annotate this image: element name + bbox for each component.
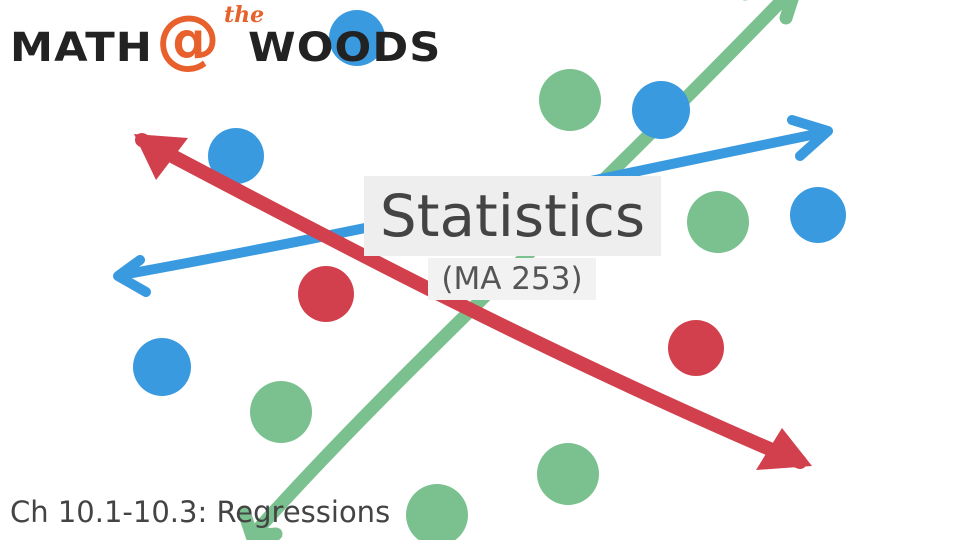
red-data-points: [298, 266, 724, 376]
green-point: [406, 484, 468, 540]
logo-woods-text: WOODS: [248, 25, 442, 71]
green-point: [537, 443, 599, 505]
blue-point: [632, 81, 690, 139]
blue-point: [133, 338, 191, 396]
red-point: [668, 320, 724, 376]
green-data-points: [250, 69, 749, 540]
blue-data-points: [133, 10, 846, 396]
slide-title: Statistics: [379, 182, 646, 250]
red-point: [298, 266, 354, 322]
green-point: [539, 69, 601, 131]
logo-math-text: MATH: [10, 25, 154, 71]
green-point: [250, 381, 312, 443]
red-regression-arrow: [134, 133, 812, 470]
subtitle-background: [428, 258, 596, 300]
chapter-heading: Ch 10.1-10.3: Regressions: [10, 495, 391, 529]
blue-point: [790, 187, 846, 243]
course-code: (MA 253): [441, 261, 583, 297]
blue-point: [329, 10, 385, 66]
green-point: [687, 191, 749, 253]
title-background: [364, 176, 661, 256]
logo-the-text: the: [224, 2, 265, 28]
logo-at-symbol: @: [156, 3, 220, 77]
blue-point: [208, 128, 264, 184]
